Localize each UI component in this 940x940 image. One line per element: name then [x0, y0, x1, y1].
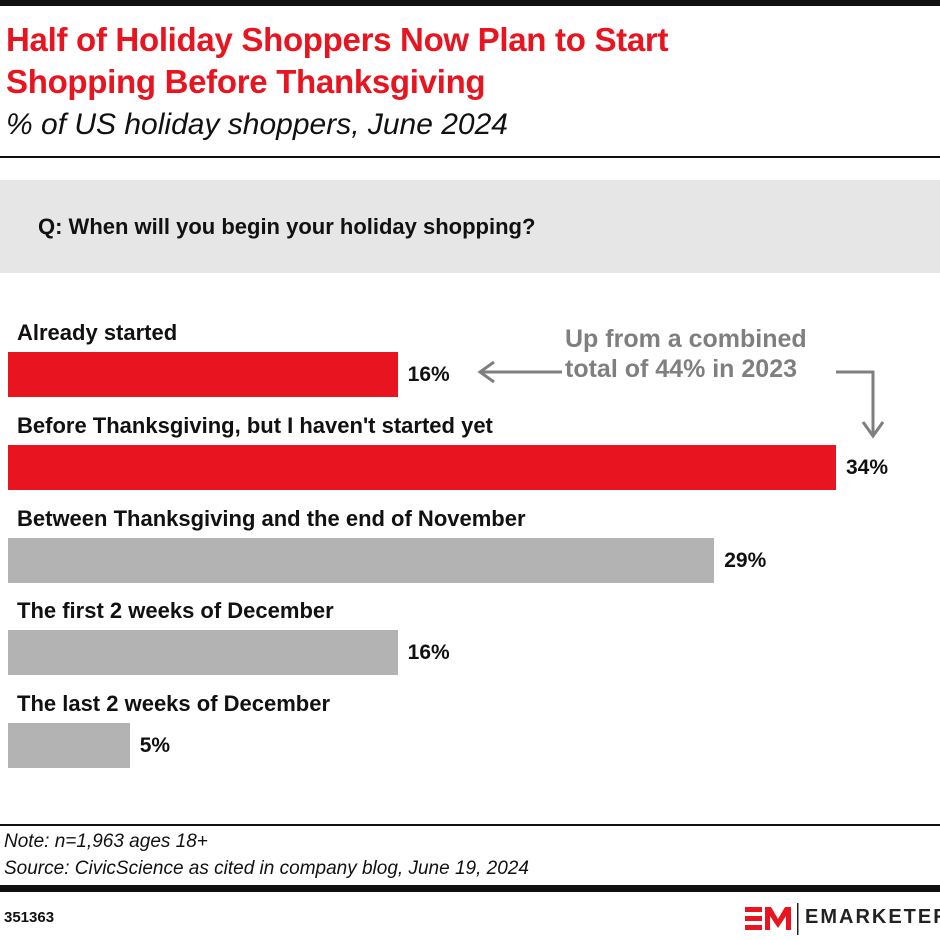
brand-name: EMARKETER	[805, 906, 940, 928]
question-band	[0, 180, 940, 273]
survey-question: Q: When will you begin your holiday shop…	[38, 214, 536, 239]
value-label: 34%	[846, 455, 889, 479]
bar	[8, 444, 836, 490]
note: Note: n=1,963 ages 18+	[4, 831, 208, 852]
header-divider	[0, 156, 940, 158]
category-label: The last 2 weeks of December	[17, 691, 331, 717]
category-label: Already started	[17, 320, 178, 345]
emarketer-logo-icon	[745, 903, 799, 935]
value-label: 16%	[407, 641, 450, 665]
chart-title-line2: Shopping Before Thanksgiving	[6, 63, 486, 100]
category-label: Between Thanksgiving and the end of Nove…	[17, 505, 526, 531]
annotation-line2: total of 44% in 2023	[565, 355, 798, 383]
category-label: The first 2 weeks of December	[17, 598, 334, 624]
footer-rule	[0, 885, 940, 892]
annotation: Up from a combined total of 44% in 2023	[565, 324, 807, 384]
annotation-line1: Up from a combined	[565, 325, 807, 353]
bar	[8, 723, 130, 769]
category-label: Before Thanksgiving, but I haven't start…	[17, 412, 493, 438]
chart-title-line1: Half of Holiday Shoppers Now Plan to Sta…	[6, 21, 669, 58]
bar	[8, 537, 715, 583]
value-label: 29%	[724, 548, 767, 572]
bar	[8, 630, 398, 676]
chart-subtitle: % of US holiday shoppers, June 2024	[6, 108, 508, 141]
value-label: 16%	[407, 363, 450, 386]
source: Source: CivicScience as cited in company…	[4, 858, 529, 879]
bar	[8, 352, 398, 397]
chart-id: 351363	[4, 909, 55, 926]
footer-divider	[0, 824, 940, 826]
arrow-left-icon	[477, 360, 562, 384]
top-rule	[0, 0, 940, 6]
value-label: 5%	[139, 734, 171, 758]
arrow-down-icon	[836, 370, 885, 439]
